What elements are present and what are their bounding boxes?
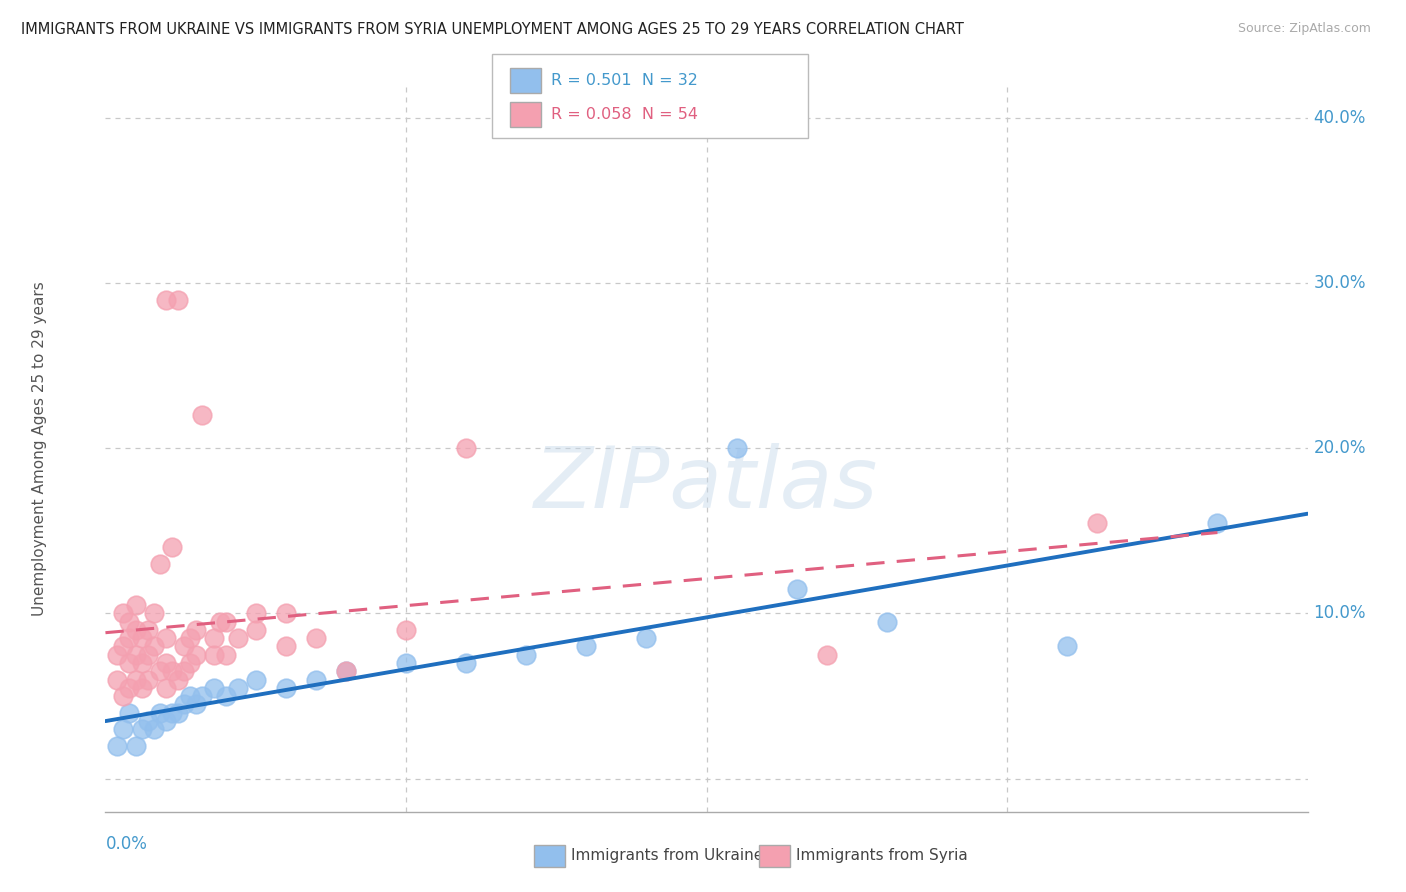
Point [166, 673, 188, 687]
Point [166, 293, 188, 307]
Point [190, 689, 212, 703]
Text: Immigrants from Syria: Immigrants from Syria [796, 848, 967, 863]
Point [305, 673, 328, 687]
Point [107, 648, 129, 662]
Point [202, 648, 225, 662]
Point [118, 706, 141, 720]
Point [112, 607, 135, 621]
Point [395, 623, 418, 637]
Point [124, 648, 146, 662]
Point [124, 598, 146, 612]
Point [335, 665, 357, 679]
Text: IMMIGRANTS FROM UKRAINE VS IMMIGRANTS FROM SYRIA UNEMPLOYMENT AMONG AGES 25 TO 2: IMMIGRANTS FROM UKRAINE VS IMMIGRANTS FR… [21, 22, 965, 37]
Point [155, 632, 177, 646]
Point [454, 441, 477, 455]
Point [274, 640, 297, 654]
Point [179, 632, 201, 646]
Point [112, 640, 135, 654]
Text: R = 0.058  N = 54: R = 0.058 N = 54 [551, 107, 699, 121]
Point [124, 673, 146, 687]
Point [148, 665, 170, 679]
Point [190, 408, 212, 422]
Text: ZIPatlas: ZIPatlas [534, 443, 879, 526]
Point [876, 615, 898, 629]
Point [155, 681, 177, 695]
Point [148, 706, 170, 720]
Point [214, 648, 236, 662]
Text: 40.0%: 40.0% [1313, 109, 1367, 127]
Point [118, 632, 141, 646]
Point [118, 615, 141, 629]
Point [136, 714, 159, 728]
Point [274, 607, 297, 621]
Point [148, 557, 170, 571]
Point [112, 689, 135, 703]
Point [208, 615, 231, 629]
Point [155, 656, 177, 670]
Point [173, 640, 195, 654]
Point [815, 648, 838, 662]
Point [184, 623, 207, 637]
Point [202, 632, 225, 646]
Point [155, 293, 177, 307]
Point [305, 632, 328, 646]
Point [107, 673, 129, 687]
Text: Source: ZipAtlas.com: Source: ZipAtlas.com [1237, 22, 1371, 36]
Point [184, 698, 207, 712]
Point [173, 665, 195, 679]
Point [202, 681, 225, 695]
Point [142, 640, 165, 654]
Point [454, 656, 477, 670]
Point [226, 681, 249, 695]
Point [160, 541, 183, 555]
Point [118, 656, 141, 670]
Point [274, 681, 297, 695]
Point [214, 689, 236, 703]
Point [245, 673, 267, 687]
Point [107, 739, 129, 753]
Point [142, 607, 165, 621]
Point [395, 656, 418, 670]
Point [136, 673, 159, 687]
Point [160, 706, 183, 720]
Point [725, 441, 748, 455]
Point [184, 648, 207, 662]
Point [166, 706, 188, 720]
Point [131, 632, 153, 646]
Point [160, 665, 183, 679]
Point [245, 607, 267, 621]
Point [136, 623, 159, 637]
Point [575, 640, 598, 654]
Text: R = 0.501  N = 32: R = 0.501 N = 32 [551, 73, 697, 87]
Point [131, 722, 153, 736]
Point [335, 665, 357, 679]
Text: 20.0%: 20.0% [1313, 439, 1367, 458]
Point [112, 722, 135, 736]
Point [226, 632, 249, 646]
Point [136, 648, 159, 662]
Point [515, 648, 537, 662]
Point [173, 698, 195, 712]
Text: 10.0%: 10.0% [1313, 605, 1367, 623]
Point [118, 681, 141, 695]
Point [124, 623, 146, 637]
Point [1056, 640, 1078, 654]
Point [179, 689, 201, 703]
Text: 30.0%: 30.0% [1313, 274, 1367, 292]
Point [142, 722, 165, 736]
Point [636, 632, 658, 646]
Point [155, 714, 177, 728]
Point [245, 623, 267, 637]
Text: 0.0%: 0.0% [105, 835, 148, 853]
Point [786, 582, 808, 596]
Text: Immigrants from Ukraine: Immigrants from Ukraine [571, 848, 763, 863]
Point [179, 656, 201, 670]
Point [1206, 516, 1229, 530]
Point [131, 656, 153, 670]
Text: Unemployment Among Ages 25 to 29 years: Unemployment Among Ages 25 to 29 years [32, 281, 46, 615]
Point [214, 615, 236, 629]
Point [124, 739, 146, 753]
Point [1085, 516, 1108, 530]
Point [131, 681, 153, 695]
